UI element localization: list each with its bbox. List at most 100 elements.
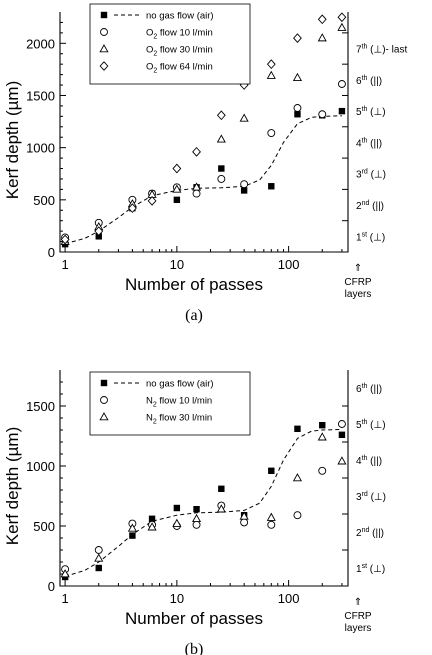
x-tick-label: 1 (61, 257, 68, 272)
layer-label: 2nd (||) (356, 200, 384, 212)
data-point (318, 110, 327, 119)
data-point (217, 175, 226, 183)
series-3 (60, 432, 347, 578)
data-point (239, 113, 249, 122)
fit-curve (64, 428, 342, 577)
legend: no gas flow (air) N2 flow 10 l/min N2 flow… (89, 371, 251, 436)
y-tick-label: 1500 (26, 88, 55, 103)
legend-label: no gas flow (air) (146, 11, 214, 22)
data-point (240, 518, 249, 527)
data-point (148, 515, 156, 522)
layers-arrow: ⇑ (354, 263, 362, 274)
y-tick-label: 1500 (26, 399, 55, 414)
x-tick-label: 1 (61, 591, 68, 606)
data-point (338, 107, 346, 115)
y-axis-label: Kerf depth (µm) (3, 427, 22, 545)
layer-label: 6th (||) (356, 75, 382, 87)
data-point (337, 456, 347, 465)
data-point (60, 234, 70, 245)
data-point (216, 134, 226, 143)
data-point (293, 104, 302, 112)
series-1 (61, 422, 346, 581)
data-point (173, 504, 181, 512)
data-point (94, 226, 104, 237)
panel-label: (a) (185, 307, 203, 324)
data-point (337, 420, 346, 428)
layers-caption-line2: layers (345, 623, 372, 634)
layer-label: 4th (||) (356, 137, 382, 149)
legend-marker (100, 11, 108, 19)
layer-label: 5th (⊥) (356, 419, 386, 431)
layers-caption-line1: CFRP (344, 277, 372, 288)
data-point (267, 520, 276, 529)
data-point (192, 189, 201, 198)
y-tick-label: 0 (48, 579, 55, 594)
data-point (172, 518, 182, 527)
data-point (337, 12, 347, 23)
legend-marker (99, 61, 109, 71)
data-point (319, 422, 326, 429)
legend-box (89, 3, 251, 85)
data-point (337, 22, 347, 31)
data-point (240, 187, 248, 194)
layer-label: 1st (⊥) (356, 231, 385, 243)
legend-marker (100, 379, 108, 387)
data-point (193, 506, 200, 513)
data-point (338, 431, 346, 438)
data-point (192, 146, 201, 157)
data-point (266, 59, 276, 70)
data-point (191, 182, 202, 191)
y-tick-label: 2000 (26, 36, 55, 51)
data-point (192, 520, 201, 529)
plot-frame (59, 12, 349, 253)
x-tick-label: 10 (170, 591, 184, 606)
legend-label: O2 flow 30 l/min (146, 45, 213, 58)
data-point (94, 546, 103, 554)
layer-label: 3rd (⊥) (356, 169, 386, 181)
data-point (147, 195, 157, 206)
data-point (60, 569, 70, 578)
data-point (292, 72, 303, 81)
data-point (317, 14, 327, 25)
data-point (218, 485, 225, 492)
x-tick-label: 100 (278, 591, 300, 606)
legend-label: no gas flow (air) (146, 379, 214, 390)
y-tick-label: 0 (48, 245, 55, 260)
layer-label: 1st (⊥) (356, 563, 385, 575)
data-point (294, 425, 301, 432)
series-1 (61, 107, 346, 248)
legend-label: O2 flow 64 l/min (146, 62, 213, 75)
data-point (268, 467, 275, 474)
layer-label: 2nd (||) (356, 527, 384, 539)
legend: no gas flow (air) O2 flow 10 l/min O2 flow… (89, 3, 251, 85)
x-tick-label: 100 (278, 257, 300, 272)
layer-label: 7th (⊥)- last (356, 44, 407, 56)
layers-caption-line1: CFRP (344, 611, 372, 622)
layer-label: 4th (||) (356, 455, 382, 467)
data-point (147, 522, 157, 531)
y-axis-label: Kerf depth (µm) (3, 81, 22, 199)
layers-arrow: ⇑ (354, 597, 362, 608)
y-tick-label: 500 (33, 519, 55, 534)
data-point (129, 532, 136, 539)
data-point (127, 203, 137, 214)
layer-label: 5th (⊥) (356, 106, 386, 118)
data-point (216, 504, 226, 513)
data-point (240, 180, 249, 189)
data-point (218, 165, 225, 172)
data-point (293, 511, 302, 520)
y-tick-label: 1000 (26, 459, 55, 474)
series-2 (61, 80, 346, 242)
legend-marker (99, 44, 109, 53)
layer-label: 6th (||) (356, 383, 382, 395)
data-point (267, 129, 276, 137)
data-point (292, 473, 303, 482)
data-point (95, 233, 102, 240)
data-point (337, 80, 346, 88)
data-point (317, 33, 327, 42)
data-point (293, 33, 302, 43)
panel-label: (b) (185, 641, 204, 655)
legend-marker (100, 28, 108, 36)
data-point (318, 466, 327, 475)
